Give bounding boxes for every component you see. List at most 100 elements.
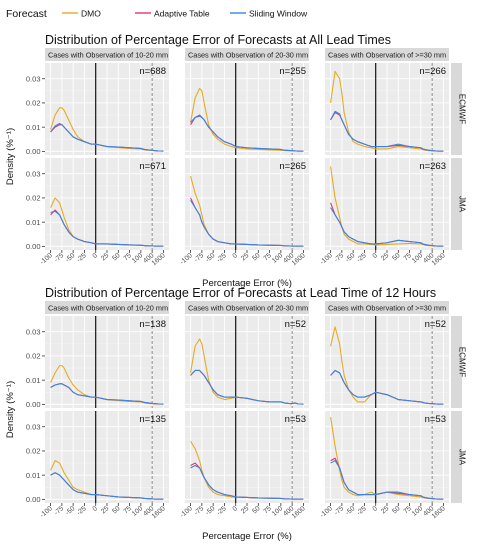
x-tick-label: 1600 (431, 252, 447, 267)
facet-header: Cases with Observation of 10-20 mm (48, 304, 168, 313)
x-tick-label: -50 (344, 505, 356, 517)
row-label: ECMWF (458, 94, 467, 124)
x-tick-label: -75 (53, 505, 65, 517)
x-tick-label: 0 (92, 505, 100, 513)
y-tick-label: 0.03 (26, 74, 41, 83)
y-tick-label: 0.02 (26, 99, 41, 108)
y-tick-label: 0.03 (26, 422, 41, 431)
facet-header: Cases with Observation of >=30 mm (328, 51, 446, 60)
x-tick-label: -25 (216, 252, 228, 264)
n-label: n=263 (419, 161, 446, 172)
row-label: JMA (458, 196, 467, 213)
x-tick-label: 0 (372, 252, 380, 260)
x-tick-label: 25 (240, 252, 250, 262)
n-label: n=138 (139, 319, 166, 330)
y-tick-label: 0.00 (26, 147, 41, 156)
x-tick-label: 25 (240, 505, 250, 515)
x-tick-label: 25 (380, 505, 390, 515)
facet-strip (45, 48, 169, 61)
x-tick-label: 50 (251, 252, 261, 262)
facet-header: Cases with Observation of 20-30 mm (188, 51, 308, 60)
x-tick-label: 50 (111, 505, 121, 515)
n-label: n=135 (139, 414, 166, 425)
facet-strip (185, 48, 309, 61)
x-tick-label: 25 (100, 505, 110, 515)
x-tick-label: -100 (179, 252, 194, 266)
row-label: ECMWF (458, 347, 467, 377)
series-line-sliding-window (330, 110, 444, 152)
y-tick-label: 0.02 (26, 447, 41, 456)
series-line-sliding-window (50, 472, 164, 500)
x-tick-label: -50 (204, 505, 216, 517)
x-tick-label: 75 (123, 252, 133, 262)
y-tick-label: 0.00 (26, 242, 41, 251)
x-tick-label: -50 (204, 252, 216, 264)
n-label: n=53 (425, 414, 446, 425)
legend: Forecast DMO Adaptive Table Sliding Wind… (6, 8, 308, 20)
x-tick-label: 0 (92, 252, 100, 260)
y-tick-label: 0.03 (26, 169, 41, 178)
series-line-sliding-window (190, 200, 304, 247)
series-line-sliding-window (190, 369, 304, 405)
panel-jma-1: n=135 0.00 0.01 0.02 0.03 -100 -75 -50 -25 0 25 50 7… (26, 411, 169, 520)
x-tick-label: -25 (76, 505, 88, 517)
x-tick-label: -100 (319, 252, 334, 266)
n-label: n=52 (285, 319, 306, 330)
series-line-sliding-window (50, 210, 164, 247)
series-line-sliding-window (190, 464, 304, 500)
legend-entry-dmo: DMO (62, 9, 101, 19)
x-tick-label: -50 (344, 252, 356, 264)
x-tick-label: -25 (356, 252, 368, 264)
legend-label-sliding-window: Sliding Window (249, 9, 308, 19)
x-tick-label: -25 (76, 252, 88, 264)
row-strip (451, 411, 462, 503)
y-tick-label: 0.02 (26, 194, 41, 203)
x-tick-label: 25 (100, 252, 110, 262)
x-tick-label: 75 (123, 505, 133, 515)
x-tick-label: -50 (64, 252, 76, 264)
facet-strip (325, 48, 449, 61)
chart-2: Distribution of Percentage Error of Fore… (5, 286, 467, 542)
n-label: n=255 (279, 66, 306, 77)
x-tick-label: 1600 (291, 252, 307, 267)
x-tick-label: -25 (216, 505, 228, 517)
x-tick-label: -75 (333, 252, 345, 264)
n-label: n=52 (425, 319, 446, 330)
facet-header: Cases with Observation of >=30 mm (328, 304, 446, 313)
row-strip (451, 316, 462, 408)
x-tick-label: 0 (232, 505, 240, 513)
y-axis-title: Density (%⁻¹) (5, 381, 16, 438)
series-line-sliding-window (50, 383, 164, 405)
panel-jma-1: n=671 0.00 0.01 0.02 0.03 -100 -75 -50 -25 0 25 50 7… (26, 158, 169, 267)
y-tick-label: 0.01 (26, 123, 41, 132)
facet-strip (185, 301, 309, 314)
panel-ecmwf-1: n=688 0.00 0.01 0.02 0.03 (26, 63, 169, 156)
y-tick-label: 0.01 (26, 471, 41, 480)
x-tick-label: 50 (391, 505, 401, 515)
panel-ecmwf-2: n=52 (185, 316, 309, 408)
row-strip (451, 158, 462, 250)
x-tick-label: 1600 (291, 505, 307, 520)
legend-label-adaptive-table: Adaptive Table (154, 9, 210, 19)
x-tick-label: 25 (380, 252, 390, 262)
x-tick-label: -100 (39, 505, 54, 519)
x-tick-label: 75 (263, 252, 273, 262)
series-line-sliding-window (190, 115, 304, 152)
x-axis-title: Percentage Error (%) (202, 278, 292, 289)
x-tick-label: -100 (319, 505, 334, 519)
x-tick-label: 50 (391, 252, 401, 262)
chart-title: Distribution of Percentage Error of Fore… (45, 33, 391, 47)
series-line-sliding-window (330, 369, 444, 405)
chart-title: Distribution of Percentage Error of Fore… (45, 286, 436, 300)
series-line-sliding-window (330, 207, 444, 247)
x-tick-label: -75 (53, 252, 65, 264)
legend-entry-sliding-window: Sliding Window (230, 9, 308, 19)
facet-header: Cases with Observation of 10-20 mm (48, 51, 168, 60)
y-tick-label: 0.01 (26, 218, 41, 227)
facet-strip (45, 301, 169, 314)
x-tick-label: 75 (403, 252, 413, 262)
facet-strip (325, 301, 449, 314)
